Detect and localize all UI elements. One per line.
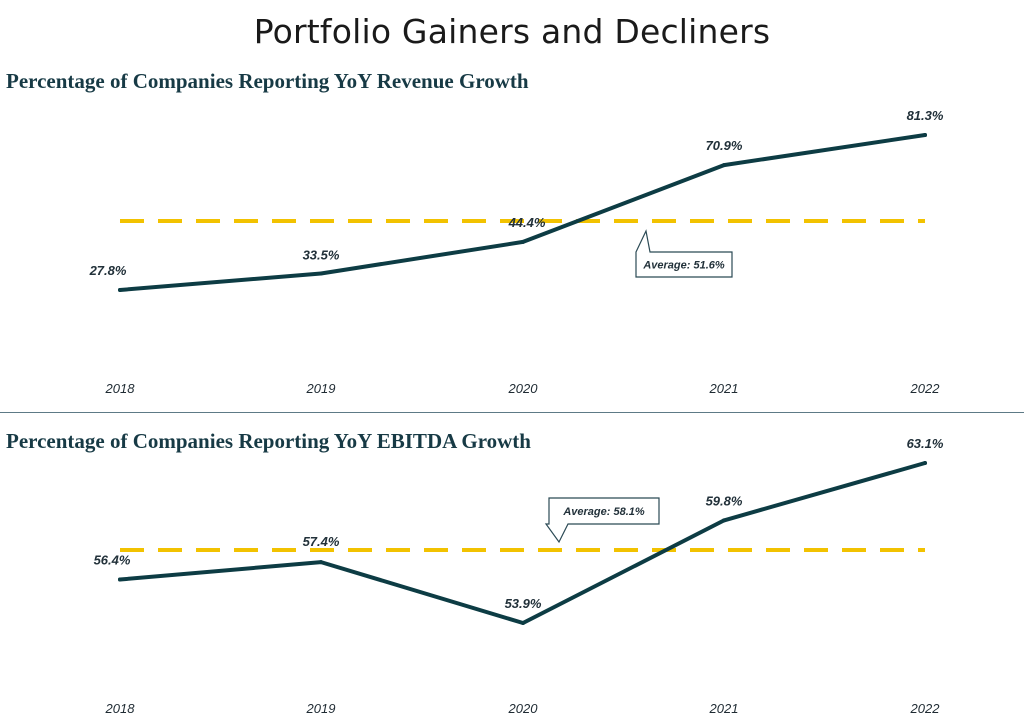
x-tick-label: 2018 [105,381,136,396]
data-label: 33.5% [303,247,340,262]
page-title: Portfolio Gainers and Decliners [253,12,771,51]
x-tick-label: 2021 [709,381,739,396]
data-point [521,621,525,625]
data-label: 70.9% [706,138,743,153]
revenue-chart-title: Percentage of Companies Reporting YoY Re… [6,69,529,93]
data-label: 56.4% [94,553,131,568]
x-tick-label: 2022 [910,381,941,396]
data-point [319,560,323,565]
average-callout-label: Average: 58.1% [562,506,645,518]
data-point [319,271,323,276]
x-tick-label: 2020 [508,701,539,716]
data-point [118,577,122,582]
data-label: 53.9% [505,596,542,611]
data-point [722,163,726,168]
data-label: 27.8% [89,263,127,278]
x-tick-label: 2020 [508,381,539,396]
ebitda-chart-title: Percentage of Companies Reporting YoY EB… [6,429,531,453]
data-label: 44.4% [508,215,546,230]
section-divider [0,412,1024,413]
x-tick-label: 2019 [306,381,336,396]
x-tick-label: 2019 [306,701,336,716]
data-point [118,288,122,292]
revenue-growth-chart: 27.8% 33.5% 44.4% 70.9% 81.3% 2018 2019 2020 202… [89,108,944,396]
data-point [722,518,726,523]
x-tick-label: 2021 [709,701,739,716]
data-label: 63.1% [907,436,944,451]
data-point [521,239,525,244]
average-callout: Average: 58.1% [544,497,660,544]
x-tick-label: 2022 [910,701,941,716]
data-point [923,133,927,137]
data-point [923,461,927,465]
average-callout-box [544,497,660,544]
average-callout-label: Average: 51.6% [642,260,725,272]
data-label: 59.8% [706,493,743,508]
data-label: 81.3% [907,108,944,123]
average-callout: Average: 51.6% [635,229,733,278]
x-tick-label: 2018 [105,701,136,716]
average-callout-box [635,229,733,278]
data-label: 57.4% [303,534,340,549]
